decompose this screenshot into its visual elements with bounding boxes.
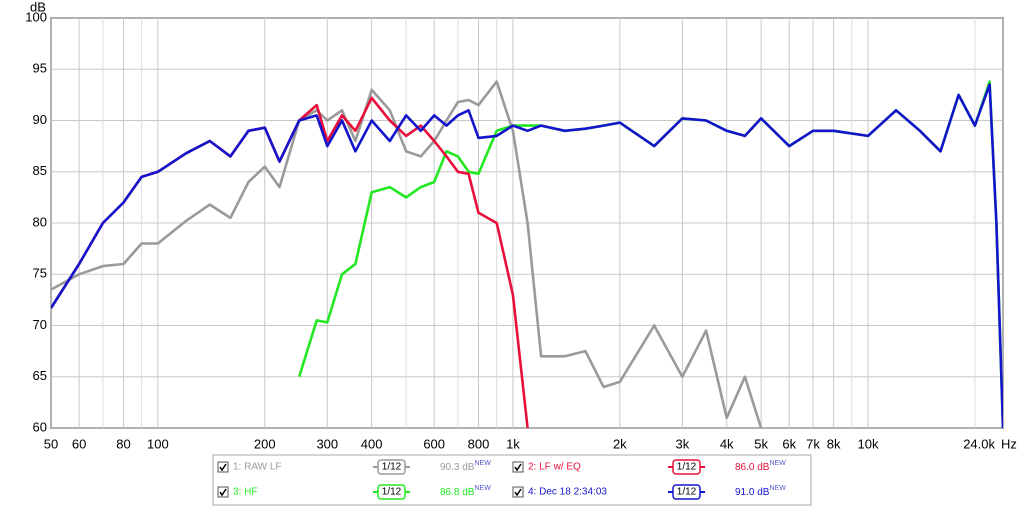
- y-tick-label: 100: [25, 9, 47, 24]
- x-tick-label: 60: [72, 436, 86, 451]
- x-tick-label: 100: [147, 436, 169, 451]
- legend-level: 86.0 dBNEW: [735, 460, 786, 473]
- legend-smoothing-box: [377, 484, 406, 500]
- y-tick-label: 90: [33, 112, 47, 127]
- x-axis-unit: Hz: [1001, 436, 1017, 451]
- y-tick-label: 70: [33, 317, 47, 332]
- legend-level-tag: NEW: [769, 485, 786, 492]
- x-tick-label: 4k: [720, 436, 734, 451]
- y-tick-label: 75: [33, 266, 47, 281]
- legend-level-value: 86.8 dB: [440, 487, 475, 498]
- legend-check: [514, 488, 522, 497]
- x-tick-label: 400: [361, 436, 383, 451]
- x-tick-label: 200: [254, 436, 276, 451]
- legend-smoothing-box: [377, 459, 406, 475]
- x-tick-label: 6k: [782, 436, 796, 451]
- legend-smoothing-box: [672, 484, 701, 500]
- legend-level: 90.3 dBNEW: [440, 460, 491, 473]
- legend-level-tag: NEW: [474, 485, 491, 492]
- series-line: [51, 80, 763, 428]
- legend-level-tag: NEW: [474, 460, 491, 467]
- x-tick-label: 7k: [806, 436, 820, 451]
- y-tick-label: 95: [33, 61, 47, 76]
- x-tick-label: 5k: [754, 436, 768, 451]
- legend-level: 86.8 dBNEW: [440, 485, 491, 498]
- legend-smoothing: 1/12: [382, 487, 402, 498]
- legend-smoothing-box: [672, 459, 701, 475]
- x-tick-label: 80: [116, 436, 130, 451]
- legend-checkbox[interactable]: [512, 486, 524, 498]
- legend-level-value: 86.0 dB: [735, 462, 770, 473]
- x-tick-label: 8k: [827, 436, 841, 451]
- legend-checkbox[interactable]: [217, 461, 229, 473]
- y-tick-label: 60: [33, 419, 47, 434]
- series-line: [51, 83, 1003, 428]
- legend-label: 1: RAW LF: [233, 462, 282, 473]
- legend-box: [212, 454, 812, 506]
- x-tick-label: 800: [468, 436, 490, 451]
- x-tick-label: 300: [316, 436, 338, 451]
- legend-level-tag: NEW: [769, 460, 786, 467]
- legend-smoothing: 1/12: [677, 462, 697, 473]
- legend-check: [219, 463, 227, 472]
- legend-level: 91.0 dBNEW: [735, 485, 786, 498]
- legend-level-value: 90.3 dB: [440, 462, 475, 473]
- legend-checkbox[interactable]: [512, 461, 524, 473]
- legend-label: 3: HF: [233, 487, 257, 498]
- x-tick-label: 600: [423, 436, 445, 451]
- x-tick-label: 24.0k: [963, 436, 995, 451]
- x-tick-label: 3k: [675, 436, 689, 451]
- y-tick-label: 85: [33, 163, 47, 178]
- y-tick-label: 80: [33, 214, 47, 229]
- legend-smoothing: 1/12: [382, 462, 402, 473]
- legend-checkbox[interactable]: [217, 486, 229, 498]
- legend-check: [514, 463, 522, 472]
- legend-smoothing: 1/12: [677, 487, 697, 498]
- legend-check: [219, 488, 227, 497]
- y-tick-label: 65: [33, 368, 47, 383]
- legend-label: 4: Dec 18 2:34:03: [528, 487, 607, 498]
- x-tick-label: 50: [44, 436, 58, 451]
- x-tick-label: 2k: [613, 436, 627, 451]
- x-tick-label: 1k: [506, 436, 520, 451]
- y-axis-label: dB: [30, 0, 46, 14]
- x-tick-label: 10k: [858, 436, 879, 451]
- legend-label: 2: LF w/ EQ: [528, 462, 581, 473]
- legend-level-value: 91.0 dB: [735, 487, 770, 498]
